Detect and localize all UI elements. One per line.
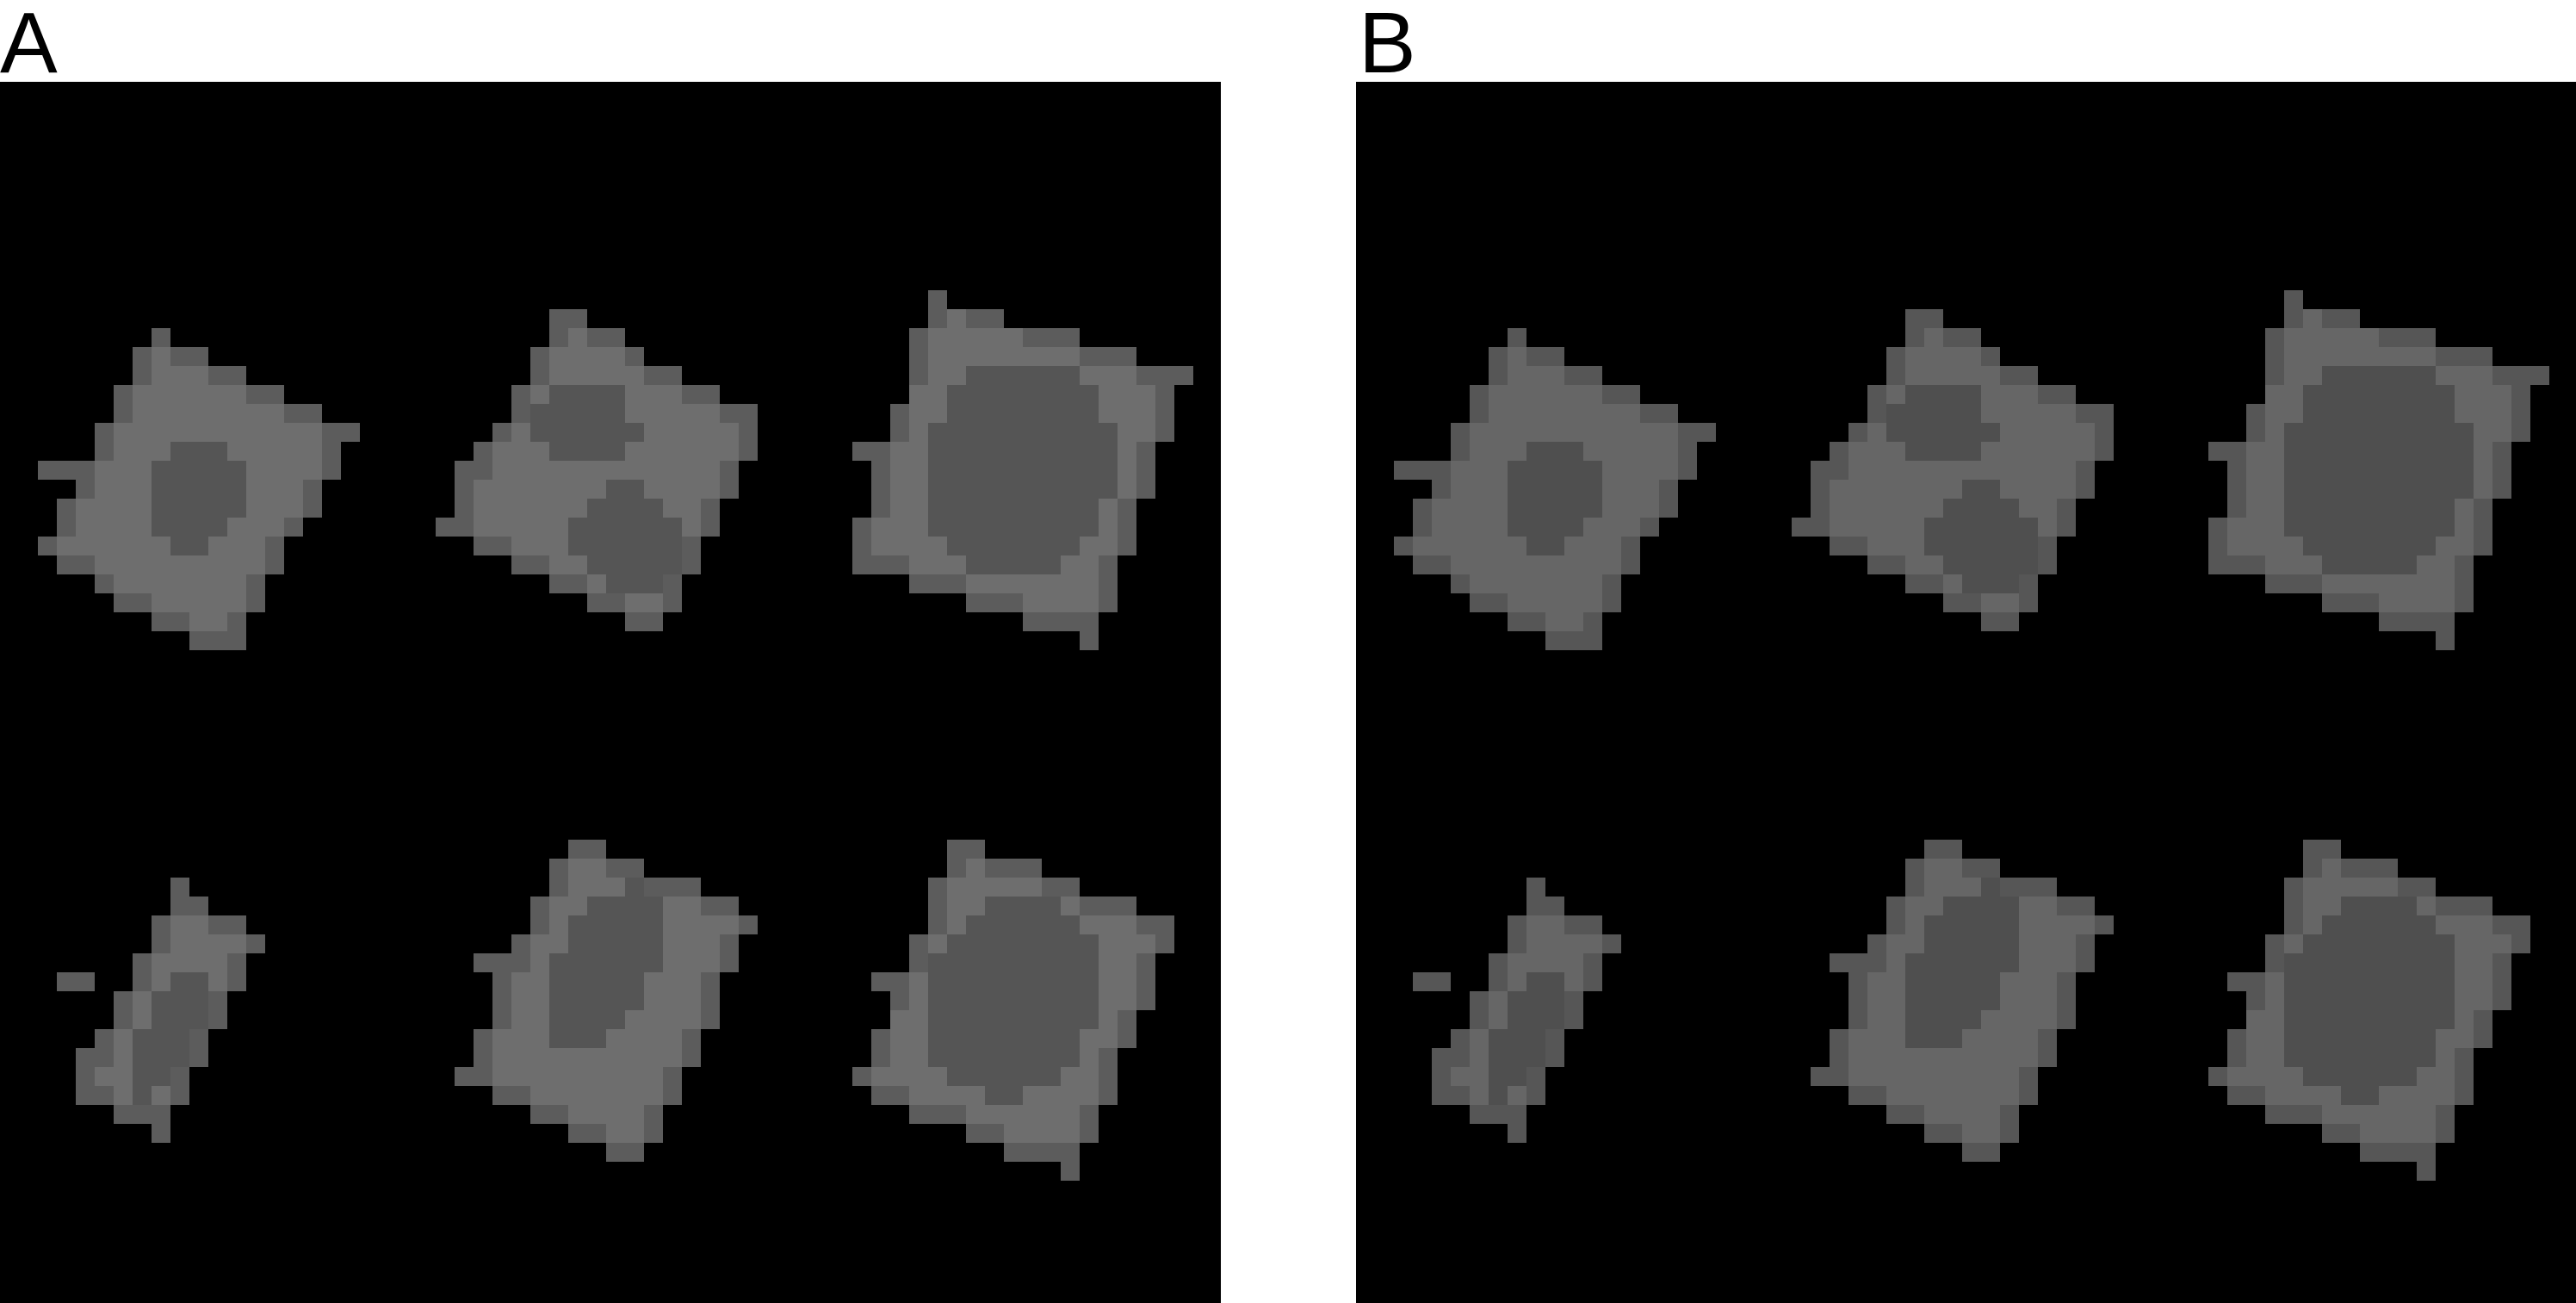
panel-b-narrow-bar xyxy=(1413,878,1621,1143)
panel-a-rectangle-hole-notch xyxy=(852,840,1174,1181)
panel-a-rectangle-two-holes xyxy=(436,309,758,631)
panel-label-a: A xyxy=(0,0,58,91)
image-panel-b-canvas xyxy=(1394,290,2549,1181)
panel-a-rectangle-large-hole xyxy=(852,290,1193,650)
panel-b-rectangle-large-hole xyxy=(2208,290,2549,650)
panel-b-rectangle-one-hole xyxy=(1394,328,1716,650)
panel-label-b: B xyxy=(1359,0,1416,91)
image-panel-a xyxy=(0,82,1221,1303)
panel-a-rectangle-one-hole xyxy=(38,328,360,650)
panel-a-narrow-bar xyxy=(57,878,265,1143)
image-panel-b xyxy=(1356,82,2576,1303)
panel-a-rectangle-hole-bend xyxy=(455,840,758,1162)
panel-b-rectangle-hole-bend xyxy=(1811,840,2114,1162)
panel-b-rectangle-two-holes xyxy=(1792,309,2114,631)
panel-b-rectangle-hole-notch xyxy=(2208,840,2530,1181)
image-panel-a-canvas xyxy=(38,290,1193,1181)
